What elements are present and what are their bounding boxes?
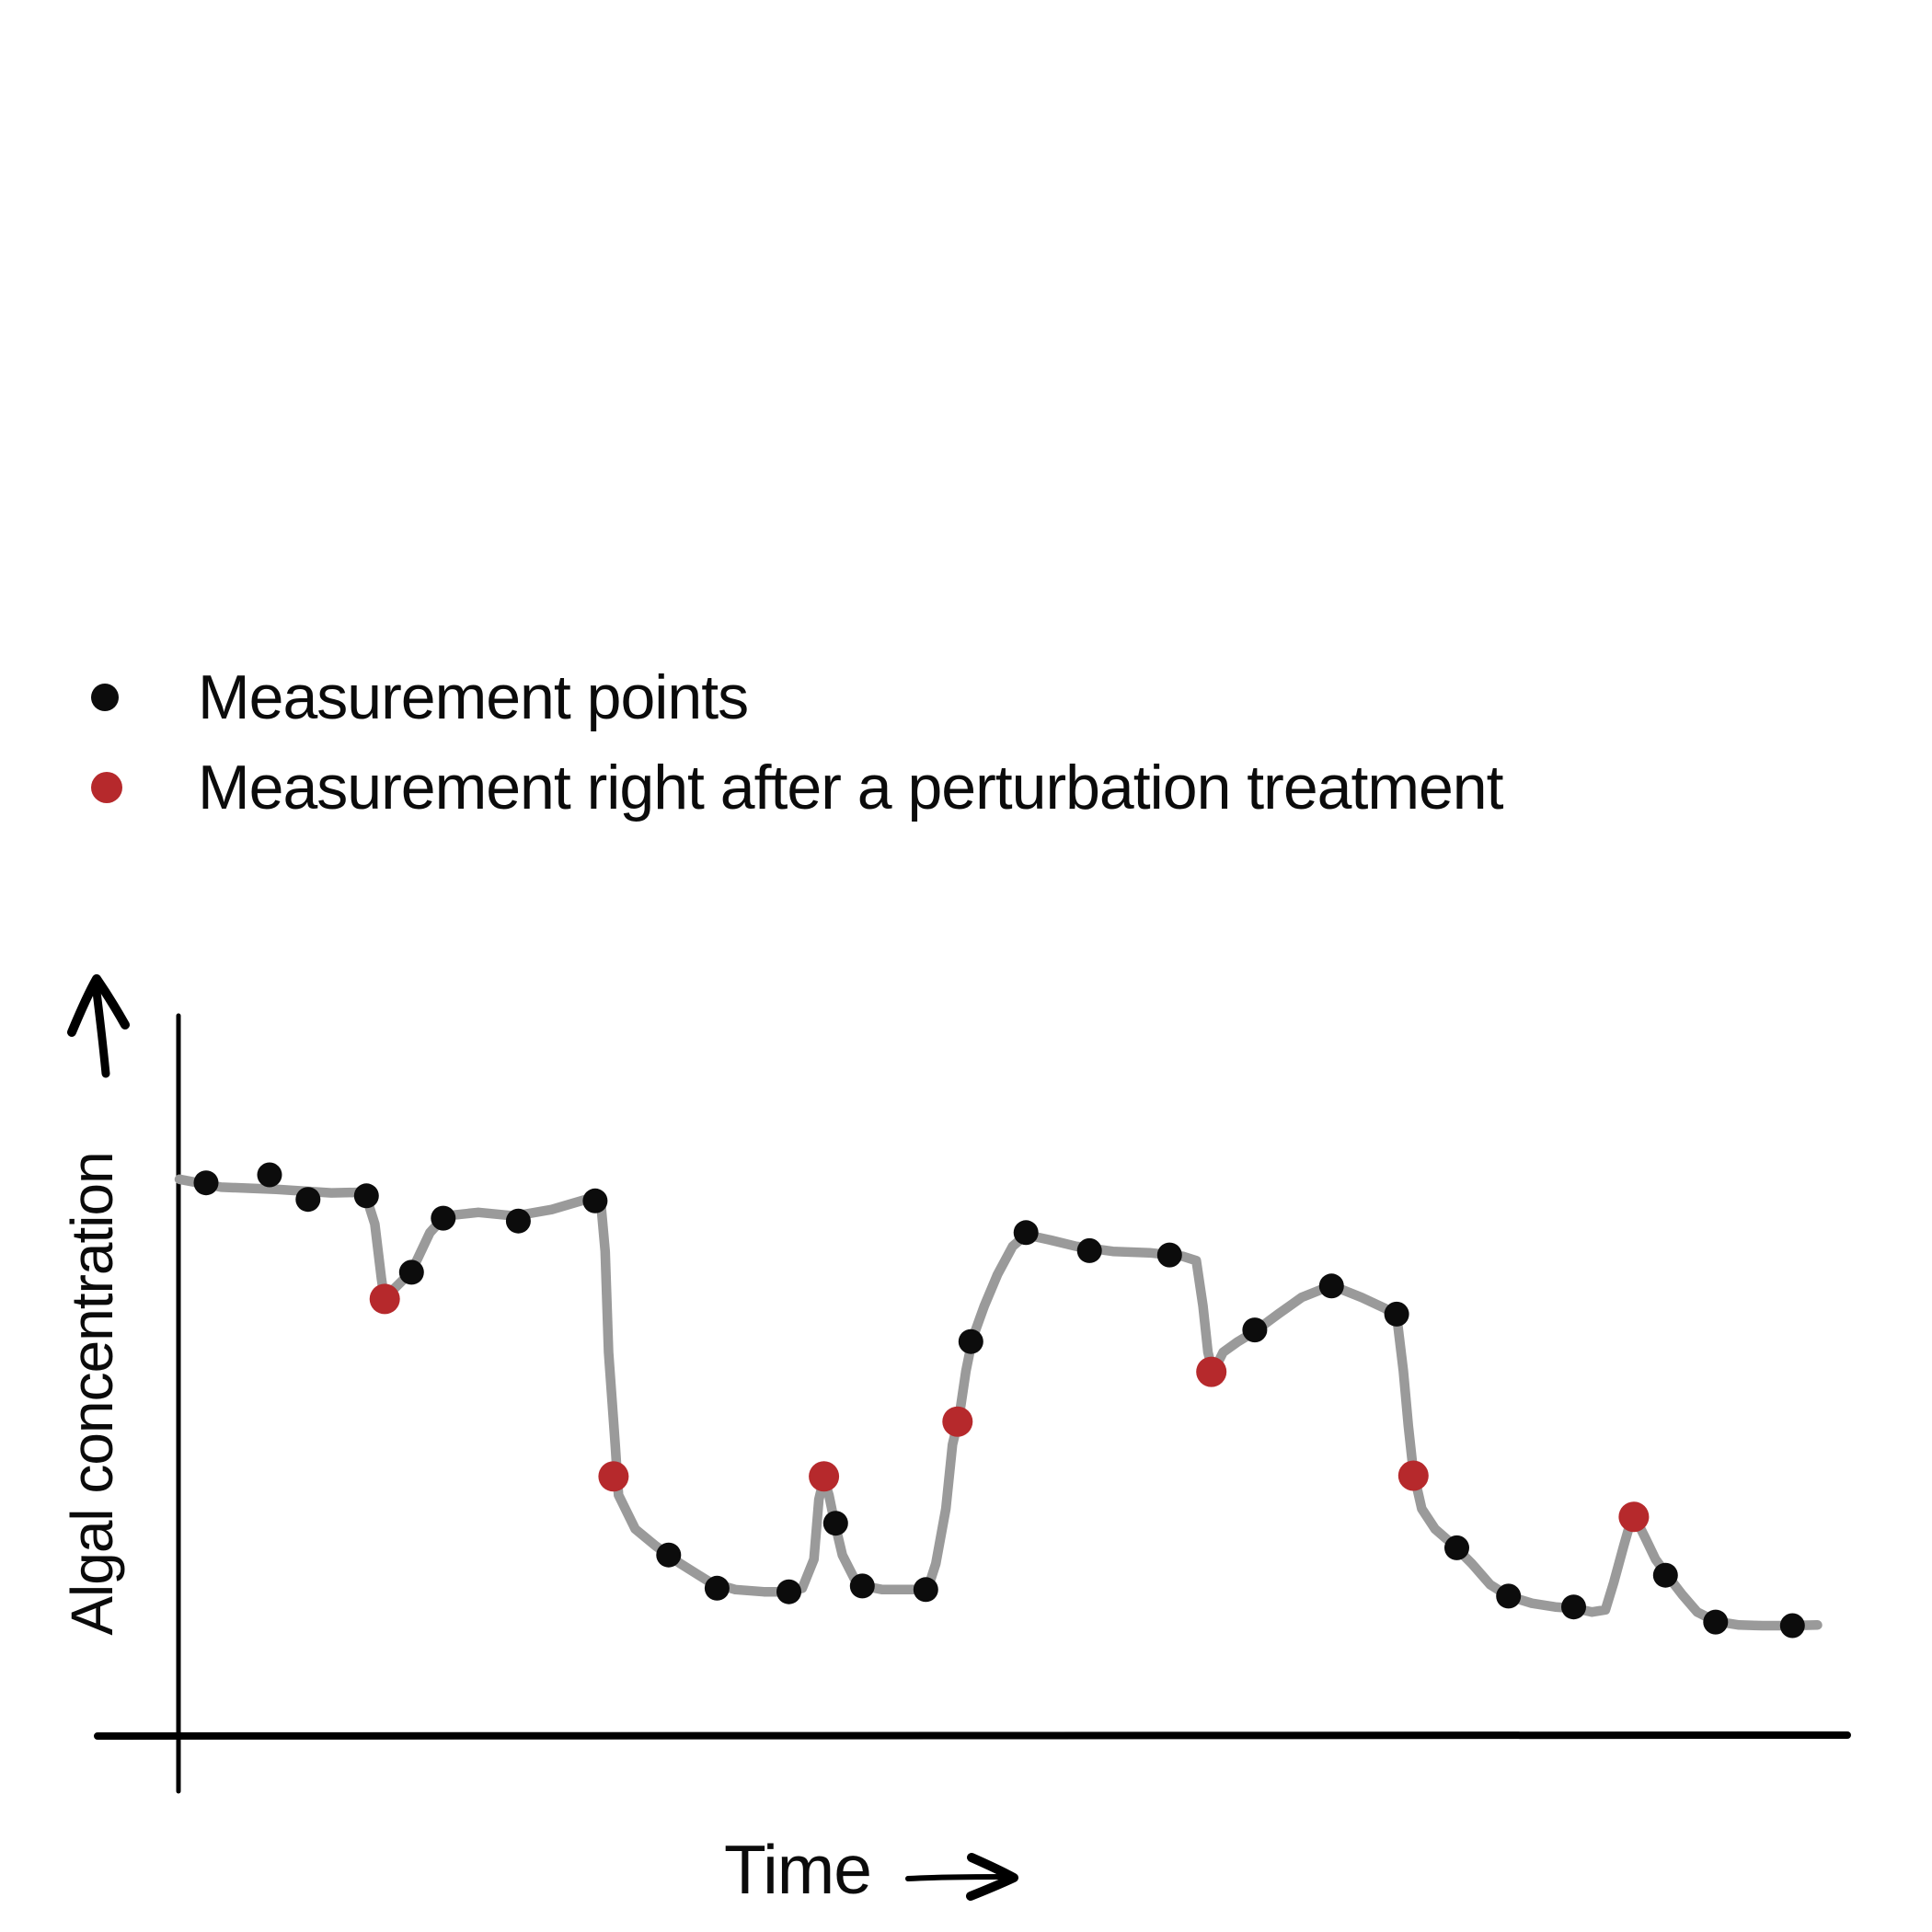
measurement-point [257, 1162, 282, 1188]
legend-item-measurement: Measurement points [91, 652, 1503, 742]
measurement-point [958, 1328, 983, 1354]
y-axis-arrow-icon [67, 974, 130, 1078]
measurement-point [1652, 1562, 1678, 1588]
measurement-points-group [193, 1162, 1805, 1639]
legend-item-perturbation: Measurement right after a perturbation t… [91, 742, 1504, 833]
measurement-point [1779, 1613, 1805, 1639]
perturbation-point [1397, 1460, 1429, 1491]
measurement-point [1318, 1273, 1344, 1299]
measurement-point [1496, 1583, 1522, 1609]
y-axis-label: Algal concentration [59, 1152, 125, 1636]
legend-label-perturbation: Measurement right after a perturbation t… [198, 753, 1504, 822]
x-axis-label: Time [724, 1831, 872, 1908]
measurement-point [505, 1208, 531, 1234]
measurement-point [431, 1205, 456, 1231]
measurement-point [1013, 1220, 1039, 1246]
measurement-point [1444, 1535, 1469, 1560]
perturbation-point [1618, 1501, 1650, 1533]
measurement-point [353, 1183, 379, 1209]
perturbation-point [809, 1461, 840, 1492]
measurement-dot-icon [91, 684, 119, 711]
measurement-point [193, 1170, 219, 1196]
x-axis-line [94, 1731, 1851, 1740]
perturbation-point [598, 1461, 629, 1492]
measurement-point [582, 1188, 608, 1213]
measurement-point [822, 1511, 848, 1536]
perturbation-points-group [369, 1283, 1650, 1533]
measurement-point [1076, 1237, 1102, 1263]
measurement-point [656, 1542, 682, 1568]
perturbation-dot-icon [91, 772, 122, 803]
perturbation-point [369, 1283, 400, 1315]
legend: Measurement points Measurement right aft… [91, 652, 1504, 833]
perturbation-point [1196, 1356, 1227, 1387]
measurement-point [1156, 1242, 1182, 1268]
measurement-point [295, 1187, 321, 1213]
measurement-point [849, 1573, 875, 1599]
measurement-point [704, 1575, 730, 1601]
measurement-point [398, 1259, 424, 1285]
measurement-point [1561, 1594, 1586, 1620]
legend-label-measurement: Measurement points [198, 662, 749, 732]
x-axis-arrow-icon [905, 1853, 1018, 1901]
measurement-point [913, 1577, 938, 1603]
concentration-curve [174, 1174, 1823, 1631]
perturbation-point [942, 1406, 973, 1437]
measurement-point [1703, 1609, 1729, 1635]
measurement-point [776, 1579, 801, 1604]
measurement-point [1384, 1301, 1409, 1327]
measurement-point [1242, 1317, 1268, 1343]
